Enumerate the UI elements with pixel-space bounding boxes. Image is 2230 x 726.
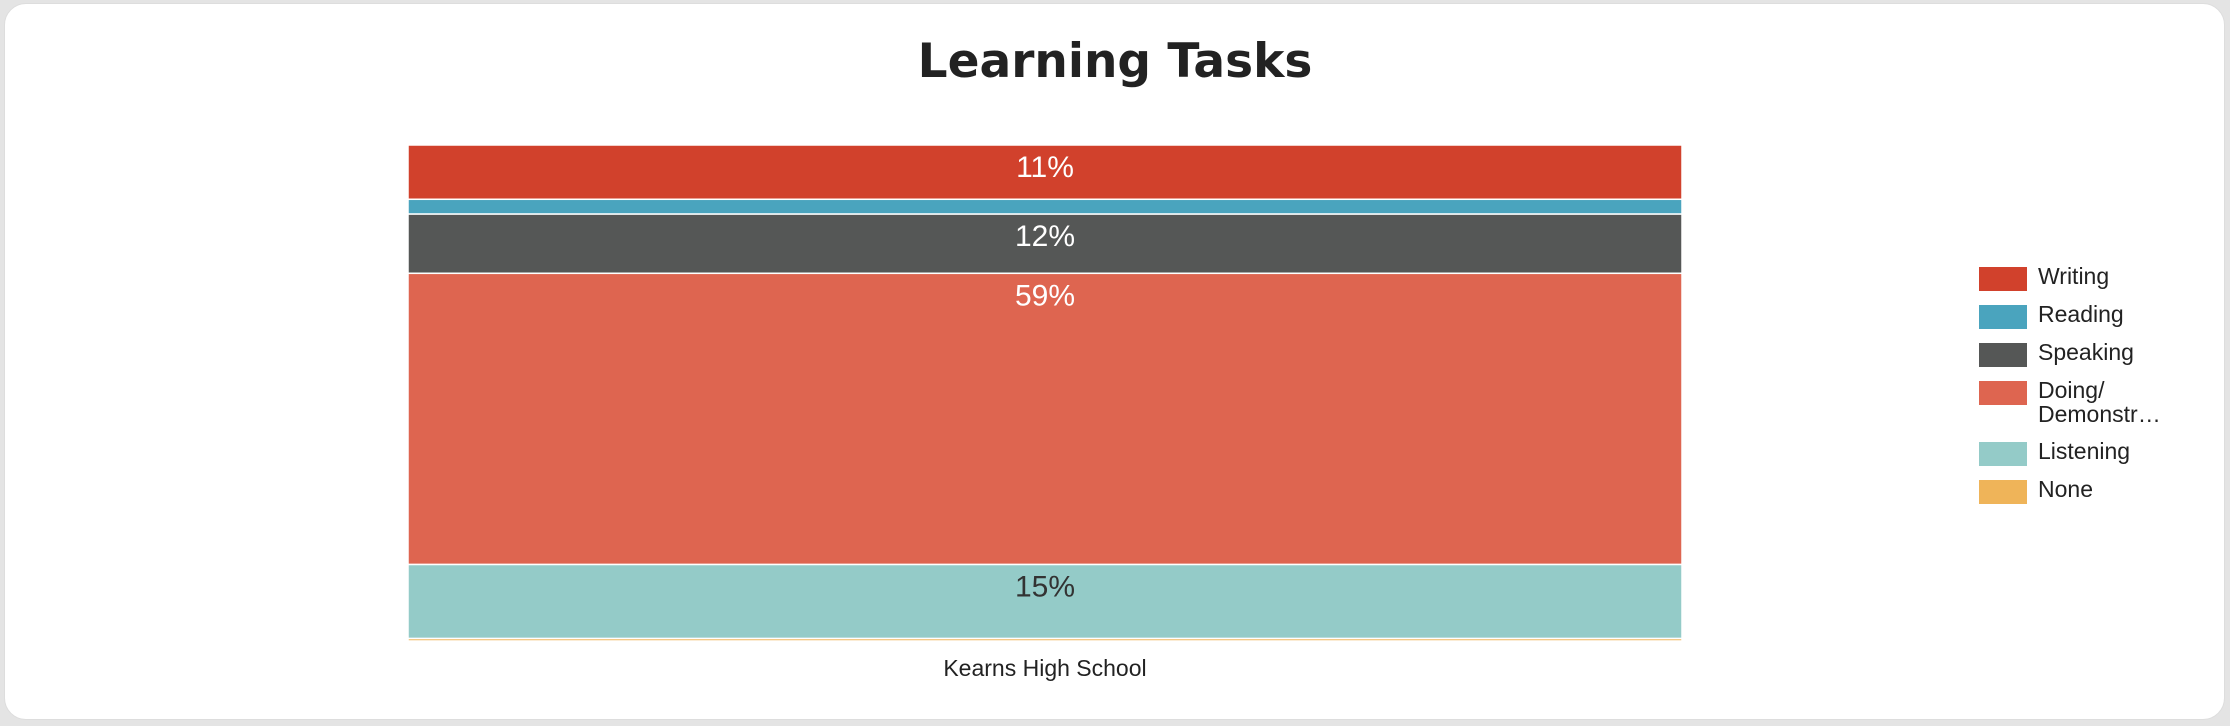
legend-item-1[interactable]: Reading <box>1979 301 2199 329</box>
legend-item-2[interactable]: Speaking <box>1979 339 2199 367</box>
data-label-4: 15% <box>1015 571 1075 604</box>
legend-label: Speaking <box>2038 339 2134 365</box>
bar-segment-0[interactable] <box>407 144 1683 201</box>
legend-swatch <box>1979 343 2027 367</box>
bar-segment-3[interactable] <box>407 272 1683 566</box>
legend-item-3[interactable]: Doing/ Demonstr… <box>1979 378 2199 426</box>
legend-label: Listening <box>2038 438 2131 464</box>
legend-label: None <box>2038 476 2093 502</box>
legend-swatch <box>1979 305 2027 329</box>
legend-swatch <box>1979 267 2027 291</box>
bar-segment-2[interactable] <box>407 213 1683 275</box>
legend-label: Reading <box>2038 301 2124 327</box>
legend-item-0[interactable]: Writing <box>1979 263 2199 291</box>
x-tick-label: Kearns High School <box>943 655 1146 681</box>
legend-label: Writing <box>2038 263 2110 289</box>
legend-label: Doing/ Demonstr… <box>2038 377 2161 427</box>
bar-segment-5[interactable] <box>407 637 1683 642</box>
legend-swatch <box>1979 442 2027 466</box>
legend: Writing Reading Speaking Doing/ Demonstr… Li… <box>1979 264 2199 515</box>
chart-title: Learning Tasks <box>917 34 1313 89</box>
legend-item-4[interactable]: Listening <box>1979 438 2199 466</box>
bar-segment-1[interactable] <box>407 198 1683 215</box>
data-label-0: 11% <box>1016 151 1074 184</box>
legend-item-5[interactable]: None <box>1979 476 2199 504</box>
bar-segment-4[interactable] <box>407 563 1683 640</box>
data-label-2: 12% <box>1015 220 1075 253</box>
legend-swatch <box>1979 381 2027 405</box>
legend-swatch <box>1979 480 2027 504</box>
data-label-3: 59% <box>1015 279 1075 312</box>
